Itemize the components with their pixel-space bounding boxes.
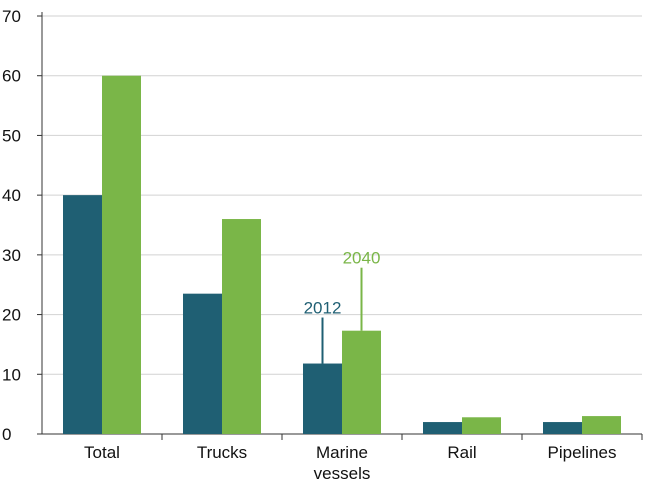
y-tick-label: 50 (2, 126, 21, 145)
x-tick-label: Pipelines (548, 443, 617, 462)
y-tick-label: 10 (2, 365, 21, 384)
bar-2040-3 (462, 417, 501, 434)
y-tick-label: 70 (2, 7, 21, 26)
x-tick-label: Total (84, 443, 120, 462)
y-tick-label: 20 (2, 306, 21, 325)
x-tick-label: Trucks (197, 443, 247, 462)
y-tick-label: 60 (2, 67, 21, 86)
bar-2012-4 (543, 422, 582, 434)
bar-2040-4 (582, 416, 621, 434)
y-tick-label: 40 (2, 186, 21, 205)
bar-2040-1 (222, 219, 261, 434)
bar-2012-1 (183, 293, 222, 434)
annotation-label-2012: 2012 (304, 299, 342, 318)
bar-2012-2 (303, 363, 342, 434)
y-tick-label: 30 (2, 246, 21, 265)
annotation-label-2040: 2040 (343, 249, 381, 268)
x-tick-label: Rail (447, 443, 476, 462)
x-tick-label: Marine vessels (314, 443, 371, 483)
bar-2012-0 (63, 195, 102, 434)
bar-2012-3 (423, 422, 462, 434)
bar-2040-0 (102, 75, 141, 434)
y-tick-label: 0 (2, 425, 11, 444)
bar-2040-2 (342, 330, 381, 434)
